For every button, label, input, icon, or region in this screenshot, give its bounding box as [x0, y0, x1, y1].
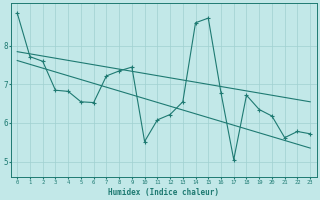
- X-axis label: Humidex (Indice chaleur): Humidex (Indice chaleur): [108, 188, 219, 197]
